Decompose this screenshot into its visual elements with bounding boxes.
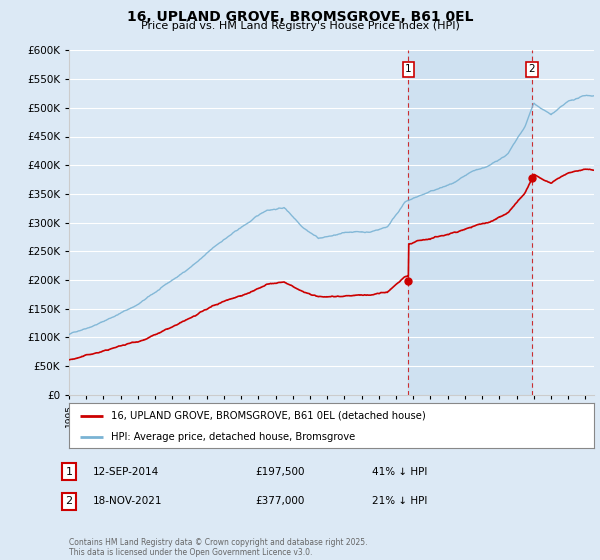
Text: Price paid vs. HM Land Registry's House Price Index (HPI): Price paid vs. HM Land Registry's House … — [140, 21, 460, 31]
Text: 1: 1 — [405, 64, 412, 74]
Text: 1: 1 — [65, 466, 73, 477]
Text: Contains HM Land Registry data © Crown copyright and database right 2025.
This d: Contains HM Land Registry data © Crown c… — [69, 538, 367, 557]
Text: HPI: Average price, detached house, Bromsgrove: HPI: Average price, detached house, Brom… — [111, 432, 355, 442]
Bar — [409, 50, 532, 395]
Text: £197,500: £197,500 — [255, 466, 305, 477]
Text: 16, UPLAND GROVE, BROMSGROVE, B61 0EL: 16, UPLAND GROVE, BROMSGROVE, B61 0EL — [127, 10, 473, 24]
Text: 41% ↓ HPI: 41% ↓ HPI — [372, 466, 427, 477]
Text: 2: 2 — [529, 64, 535, 74]
Text: £377,000: £377,000 — [255, 496, 304, 506]
Text: 16, UPLAND GROVE, BROMSGROVE, B61 0EL (detached house): 16, UPLAND GROVE, BROMSGROVE, B61 0EL (d… — [111, 410, 426, 421]
Text: 21% ↓ HPI: 21% ↓ HPI — [372, 496, 427, 506]
Text: 2: 2 — [65, 496, 73, 506]
Text: 12-SEP-2014: 12-SEP-2014 — [93, 466, 159, 477]
Text: 18-NOV-2021: 18-NOV-2021 — [93, 496, 163, 506]
